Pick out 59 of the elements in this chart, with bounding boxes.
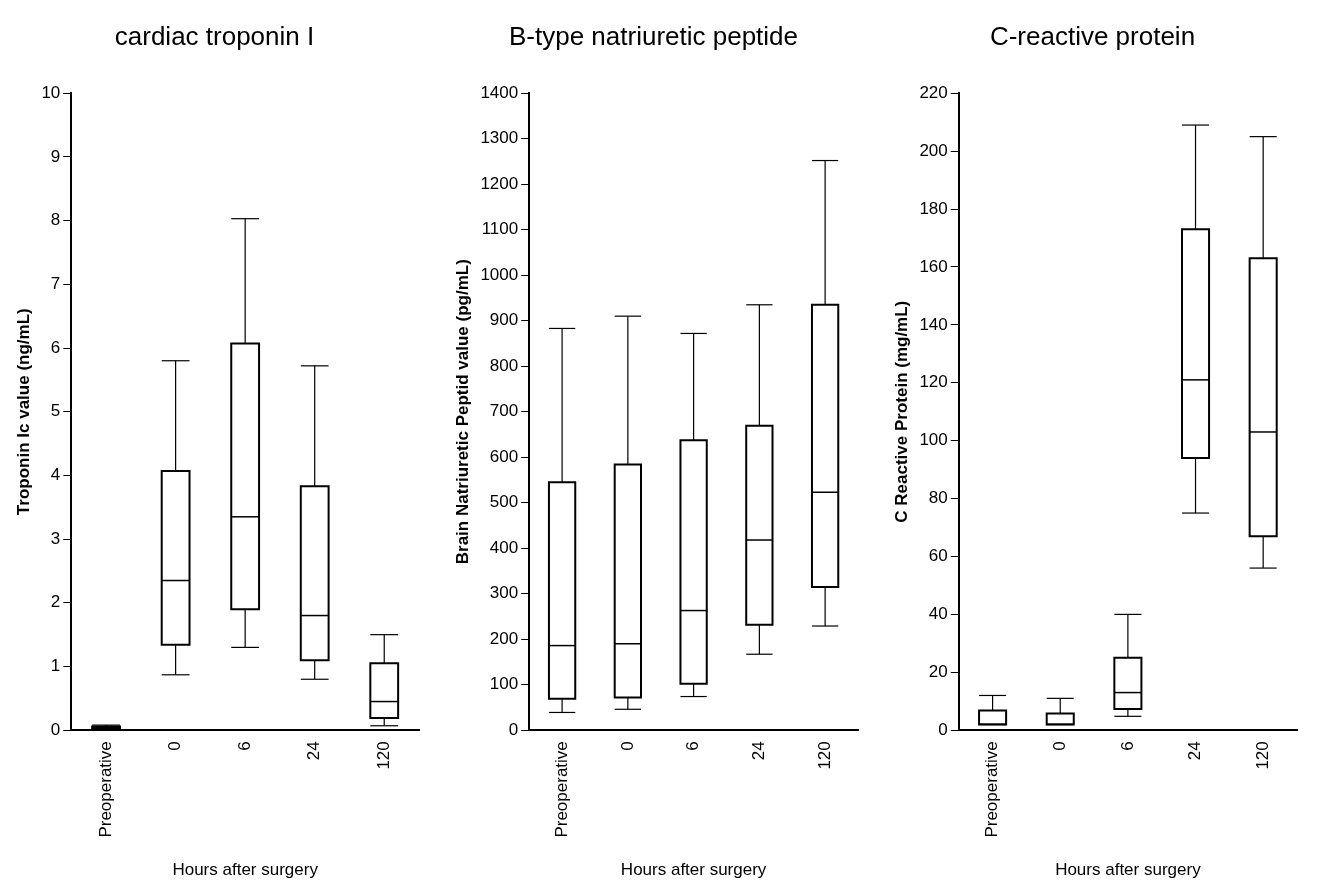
y-axis-title: Brain Natriuretic Peptid value (pg/mL)	[452, 259, 472, 565]
y-tick-label: 1100	[481, 219, 519, 239]
x-tick-label: 0	[1049, 741, 1069, 751]
y-tick-label: 7	[50, 273, 61, 293]
y-tick-label: 100	[919, 430, 948, 450]
y-tick-label: 1000	[480, 264, 519, 284]
y-tick-label: 1400	[480, 82, 519, 102]
y-tick-label: 220	[919, 82, 948, 102]
y-tick-label: 3	[50, 528, 61, 548]
y-tick-label: 200	[919, 140, 948, 160]
y-tick-label: 300	[489, 583, 519, 603]
y-tick-label: 600	[489, 446, 519, 466]
y-tick-label: 9	[50, 146, 61, 166]
y-tick-label: 400	[489, 537, 519, 557]
y-tick-label: 1	[50, 656, 61, 676]
chart-title: cardiac troponin I	[114, 20, 315, 51]
y-tick-label: 8	[50, 210, 61, 230]
y-axis-title: C Reactive Protein (mg/mL)	[891, 300, 911, 523]
y-tick-label: 500	[489, 492, 519, 512]
x-tick-label: 0	[617, 741, 637, 751]
y-tick-label: 10	[41, 82, 61, 102]
x-tick-label: 6	[683, 741, 703, 751]
y-tick-label: 40	[928, 604, 948, 624]
y-tick-label: 1200	[480, 173, 519, 193]
y-tick-label: 100	[489, 674, 519, 694]
x-tick-label: 24	[749, 741, 769, 761]
y-tick-label: 80	[928, 488, 948, 508]
x-tick-label: 120	[373, 741, 393, 770]
x-tick-label: Preoperative	[551, 741, 571, 838]
y-tick-label: 2	[50, 592, 61, 612]
x-axis-title: Hours after surgery	[620, 860, 767, 880]
x-tick-label: 24	[1185, 741, 1205, 761]
y-tick-label: 700	[489, 401, 519, 421]
y-tick-label: 200	[489, 628, 519, 648]
y-tick-label: 140	[919, 314, 948, 334]
x-tick-label: Preoperative	[982, 741, 1002, 838]
y-tick-label: 900	[489, 310, 519, 330]
x-axis-title: Hours after surgery	[172, 860, 319, 880]
x-axis-title: Hours after surgery	[1055, 860, 1202, 880]
y-tick-label: 20	[928, 661, 948, 681]
y-tick-label: 800	[489, 355, 519, 375]
y-axis-title: Troponin Ic value (ng/mL)	[13, 308, 33, 516]
x-tick-label: 0	[165, 741, 185, 751]
x-tick-label: 120	[1252, 741, 1272, 770]
y-tick-label: 5	[50, 401, 61, 421]
x-tick-label: Preoperative	[95, 741, 115, 838]
y-tick-label: 6	[50, 337, 61, 357]
y-tick-label: 60	[928, 546, 948, 566]
chart-title: C-reactive protein	[989, 20, 1196, 51]
y-tick-label: 1300	[480, 128, 519, 148]
x-tick-label: 24	[304, 741, 324, 761]
y-tick-label: 160	[919, 256, 948, 276]
y-tick-label: 4	[50, 465, 61, 485]
x-tick-label: 120	[814, 741, 834, 770]
x-tick-label: 6	[234, 741, 254, 751]
y-tick-label: 120	[919, 372, 948, 392]
y-tick-label: 180	[919, 198, 948, 218]
chart-title: B-type natriuretic peptide	[508, 20, 799, 51]
x-tick-label: 6	[1117, 741, 1137, 751]
